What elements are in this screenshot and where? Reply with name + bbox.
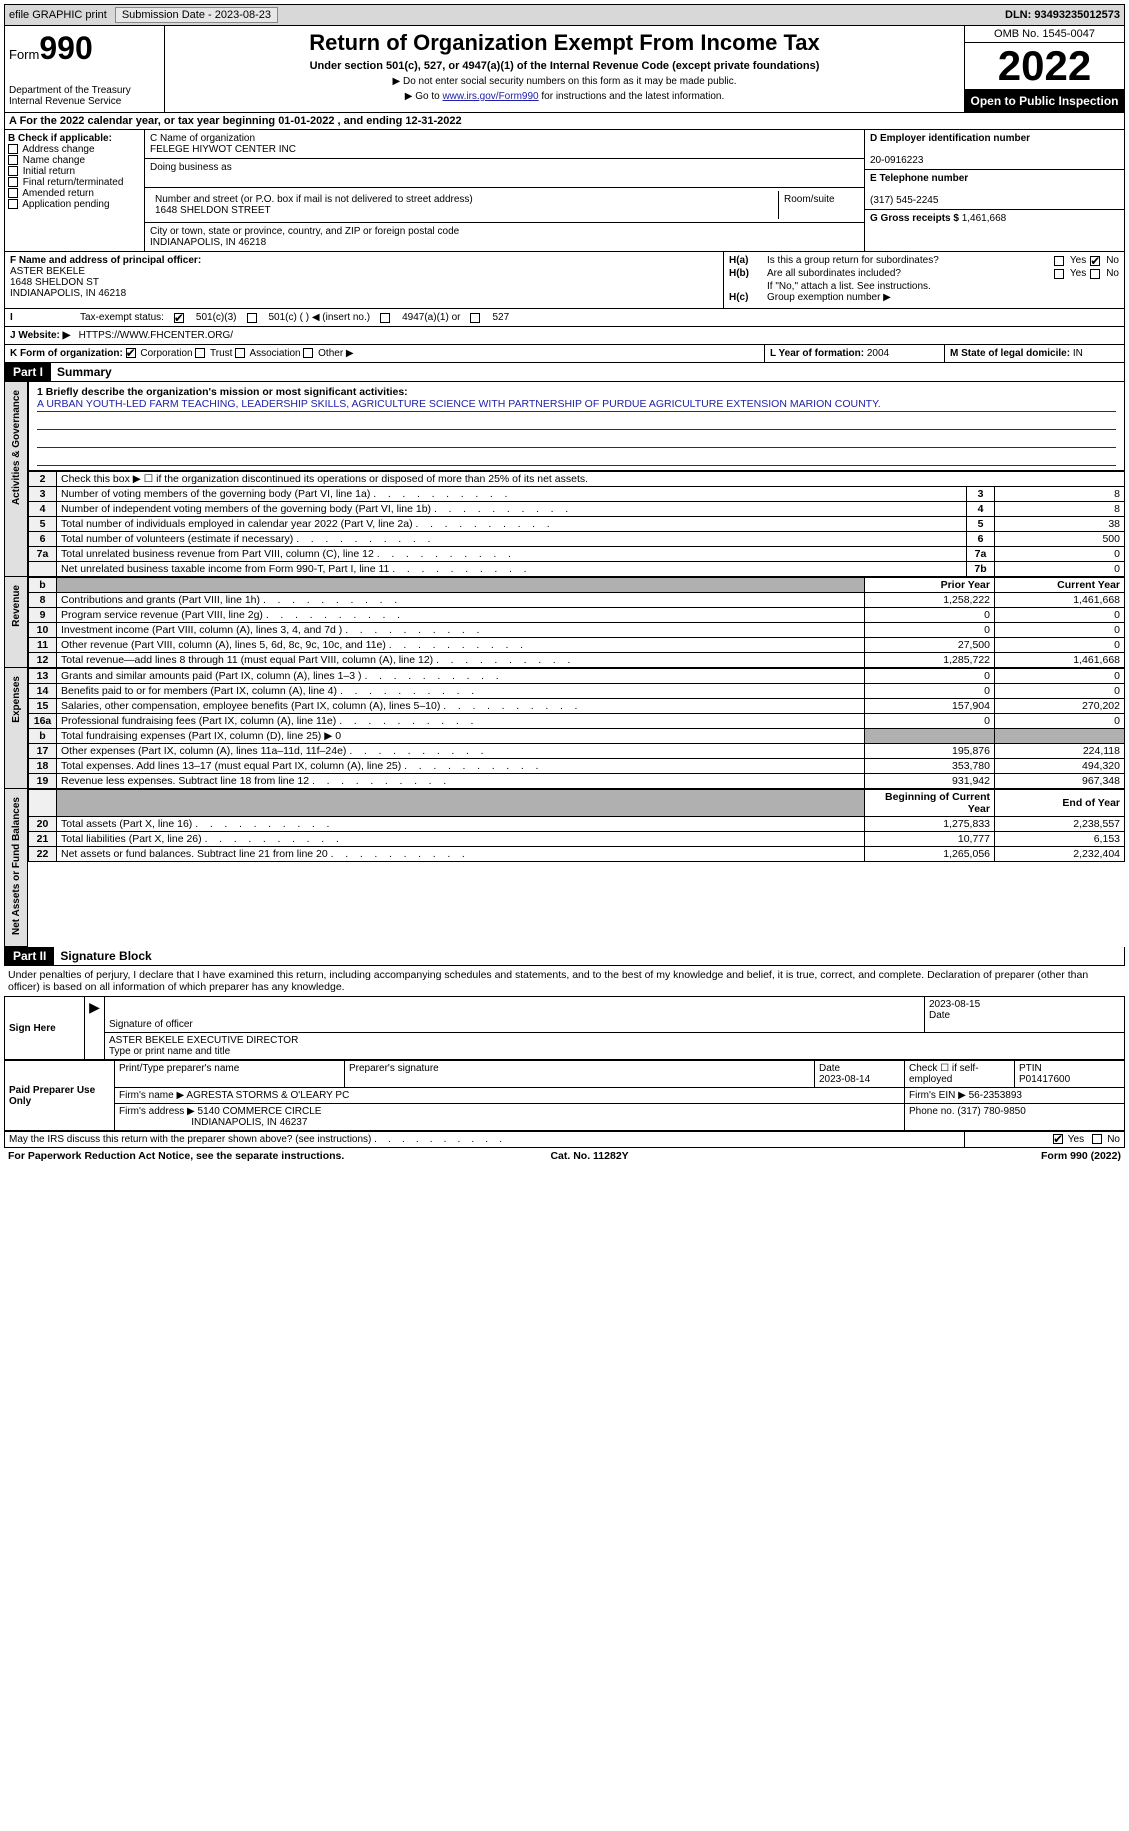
- table-row: 6Total number of volunteers (estimate if…: [29, 532, 1125, 547]
- table-row: 19Revenue less expenses. Subtract line 1…: [29, 774, 1125, 789]
- vlabel-revenue: Revenue: [4, 577, 28, 668]
- org-city: INDIANAPOLIS, IN 46218: [150, 237, 266, 248]
- checkbox-final-return[interactable]: [8, 177, 18, 187]
- part-1-header: Part I Summary: [4, 363, 1125, 382]
- section-h: H(a)Is this a group return for subordina…: [724, 252, 1124, 308]
- checkbox-hb-yes[interactable]: [1054, 269, 1064, 279]
- phone-cell: E Telephone number (317) 545-2245: [865, 170, 1124, 210]
- checkbox-initial-return[interactable]: [8, 166, 18, 176]
- checkbox-ha-no[interactable]: [1090, 256, 1100, 266]
- checkbox-corporation[interactable]: [126, 348, 136, 358]
- mission-text: A URBAN YOUTH-LED FARM TEACHING, LEADERS…: [37, 398, 881, 410]
- table-row: 9Program service revenue (Part VIII, lin…: [29, 608, 1125, 623]
- checkbox-name-change[interactable]: [8, 155, 18, 165]
- table-row: 18Total expenses. Add lines 13–17 (must …: [29, 759, 1125, 774]
- sign-arrow-icon: ▶: [89, 999, 100, 1015]
- omb-number: OMB No. 1545-0047: [965, 26, 1124, 43]
- tax-year: 2022: [965, 43, 1124, 90]
- section-bcd: B Check if applicable: Address change Na…: [4, 130, 1125, 252]
- city-cell: City or town, state or province, country…: [145, 223, 864, 251]
- governance-table: 2Check this box ▶ ☐ if the organization …: [28, 471, 1125, 577]
- checkbox-amended-return[interactable]: [8, 188, 18, 198]
- table-row: 12Total revenue—add lines 8 through 11 (…: [29, 653, 1125, 668]
- form-note-1: ▶ Do not enter social security numbers o…: [173, 76, 956, 87]
- table-row: 4Number of independent voting members of…: [29, 502, 1125, 517]
- table-row: 7aTotal unrelated business revenue from …: [29, 547, 1125, 562]
- vlabel-netassets: Net Assets or Fund Balances: [4, 789, 28, 947]
- mission-block: 1 Briefly describe the organization's mi…: [28, 382, 1125, 471]
- checkbox-501c[interactable]: [247, 313, 257, 323]
- table-row: 16aProfessional fundraising fees (Part I…: [29, 714, 1125, 729]
- form-subtitle: Under section 501(c), 527, or 4947(a)(1)…: [173, 60, 956, 72]
- gross-receipts-cell: G Gross receipts $ 1,461,668: [865, 210, 1124, 227]
- table-row: 14Benefits paid to or for members (Part …: [29, 684, 1125, 699]
- dln-label: DLN: 93493235012573: [1005, 9, 1120, 21]
- open-to-public: Open to Public Inspection: [965, 90, 1124, 112]
- checkbox-527[interactable]: [470, 313, 480, 323]
- gross-value: 1,461,668: [962, 213, 1007, 224]
- checkbox-application-pending[interactable]: [8, 199, 18, 209]
- table-row: Net unrelated business taxable income fr…: [29, 562, 1125, 577]
- sign-here-table: Sign Here ▶ Signature of officer 2023-08…: [4, 996, 1125, 1060]
- page-footer: For Paperwork Reduction Act Notice, see …: [4, 1148, 1125, 1164]
- table-row: 17Other expenses (Part IX, column (A), l…: [29, 744, 1125, 759]
- website-value: HTTPS://WWW.FHCENTER.ORG/: [79, 330, 233, 341]
- org-name-cell: C Name of organization FELEGE HIYWOT CEN…: [145, 130, 864, 159]
- checkbox-hb-no[interactable]: [1090, 269, 1100, 279]
- irs-discuss-row: May the IRS discuss this return with the…: [4, 1131, 1125, 1148]
- table-row: 20Total assets (Part X, line 16)1,275,83…: [29, 817, 1125, 832]
- section-f-officer: F Name and address of principal officer:…: [5, 252, 724, 308]
- website-row: J Website: ▶ HTTPS://WWW.FHCENTER.ORG/: [4, 327, 1125, 345]
- checkbox-4947[interactable]: [380, 313, 390, 323]
- checkbox-association[interactable]: [235, 348, 245, 358]
- table-row: bTotal fundraising expenses (Part IX, co…: [29, 729, 1125, 744]
- org-address: 1648 SHELDON STREET: [155, 205, 271, 216]
- tax-status-row: I Tax-exempt status: 501(c)(3) 501(c) ( …: [4, 309, 1125, 327]
- efile-topbar: efile GRAPHIC print Submission Date - 20…: [4, 4, 1125, 26]
- vlabel-governance: Activities & Governance: [4, 382, 28, 577]
- paid-preparer-table: Paid Preparer Use Only Print/Type prepar…: [4, 1060, 1125, 1131]
- ein-cell: D Employer identification number 20-0916…: [865, 130, 1124, 170]
- table-row: 3Number of voting members of the governi…: [29, 487, 1125, 502]
- form-header: Form990 Department of the Treasury Inter…: [4, 26, 1125, 113]
- section-fh: F Name and address of principal officer:…: [4, 252, 1125, 309]
- officer-name-title: ASTER BEKELE EXECUTIVE DIRECTOR: [109, 1035, 298, 1046]
- efile-label: efile GRAPHIC print: [9, 9, 107, 21]
- table-row: 22Net assets or fund balances. Subtract …: [29, 847, 1125, 862]
- checkbox-discuss-yes[interactable]: [1053, 1134, 1063, 1144]
- checkbox-discuss-no[interactable]: [1092, 1134, 1102, 1144]
- dba-cell: Doing business as: [145, 159, 864, 188]
- table-row: 10Investment income (Part VIII, column (…: [29, 623, 1125, 638]
- checkbox-address-change[interactable]: [8, 144, 18, 154]
- table-row: 5Total number of individuals employed in…: [29, 517, 1125, 532]
- expenses-table: 13Grants and similar amounts paid (Part …: [28, 668, 1125, 789]
- submission-date-button[interactable]: Submission Date - 2023-08-23: [115, 7, 278, 23]
- ein-value: 20-0916223: [870, 155, 923, 166]
- signature-declaration: Under penalties of perjury, I declare th…: [4, 966, 1125, 996]
- checkbox-other[interactable]: [303, 348, 313, 358]
- checkbox-trust[interactable]: [195, 348, 205, 358]
- form-number: Form990: [9, 30, 160, 67]
- revenue-table: b Prior Year Current Year 8Contributions…: [28, 577, 1125, 668]
- part-2-header: Part II Signature Block: [4, 947, 1125, 966]
- netassets-table: Beginning of Current Year End of Year 20…: [28, 789, 1125, 862]
- org-name: FELEGE HIYWOT CENTER INC: [150, 144, 296, 155]
- form-title: Return of Organization Exempt From Incom…: [173, 30, 956, 56]
- checkbox-501c3[interactable]: [174, 313, 184, 323]
- vlabel-expenses: Expenses: [4, 668, 28, 789]
- row-a-tax-year: A For the 2022 calendar year, or tax yea…: [4, 113, 1125, 130]
- checkbox-ha-yes[interactable]: [1054, 256, 1064, 266]
- department-label: Department of the Treasury Internal Reve…: [9, 85, 160, 107]
- section-b-checkboxes: B Check if applicable: Address change Na…: [5, 130, 145, 251]
- table-row: 15Salaries, other compensation, employee…: [29, 699, 1125, 714]
- table-row: 8Contributions and grants (Part VIII, li…: [29, 593, 1125, 608]
- form-note-2: ▶ Go to www.irs.gov/Form990 for instruct…: [173, 91, 956, 102]
- address-cell: Number and street (or P.O. box if mail i…: [145, 188, 864, 223]
- table-row: 21Total liabilities (Part X, line 26)10,…: [29, 832, 1125, 847]
- form-of-org-row: K Form of organization: Corporation Trus…: [4, 345, 1125, 363]
- phone-value: (317) 545-2245: [870, 195, 938, 206]
- irs-link[interactable]: www.irs.gov/Form990: [442, 91, 538, 102]
- table-row: 11Other revenue (Part VIII, column (A), …: [29, 638, 1125, 653]
- table-row: 13Grants and similar amounts paid (Part …: [29, 669, 1125, 684]
